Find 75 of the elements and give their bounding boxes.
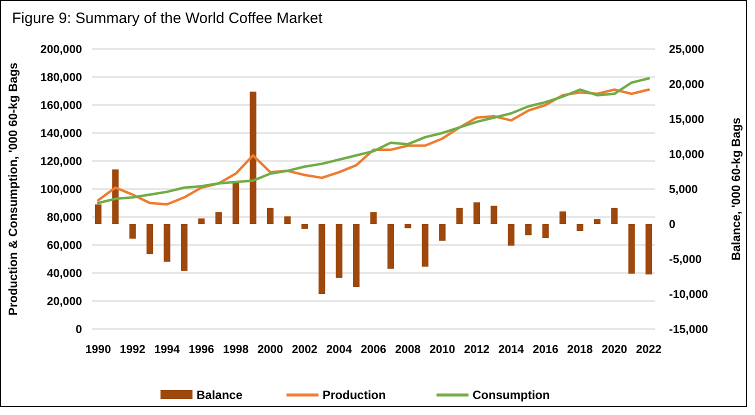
bar [266, 208, 274, 224]
bar [336, 224, 342, 278]
y-tick-label: 100,000 [40, 184, 82, 196]
bar [198, 218, 205, 224]
x-tick-label: 2018 [567, 344, 594, 356]
x-tick-label: 2008 [395, 344, 422, 356]
legend-label: Production [322, 388, 386, 402]
bar [525, 224, 532, 236]
legend-label: Consumption [472, 388, 550, 402]
y-tick-label: 40,000 [46, 268, 82, 280]
x-tick-label: 1992 [120, 344, 146, 356]
x-tick-label: 1994 [154, 344, 180, 356]
y2-tick-label: 15,000 [669, 114, 704, 126]
bar [284, 216, 291, 224]
y2-tick-label: 20,000 [669, 79, 704, 92]
bar [250, 92, 256, 224]
bar [490, 206, 498, 224]
x-tick-label: 2004 [326, 344, 352, 356]
x-tick-label: 2010 [430, 344, 456, 356]
bar [370, 212, 377, 224]
bar [301, 224, 308, 229]
y2-tick-label: -10,000 [669, 289, 708, 302]
x-tick-label: 2002 [292, 344, 318, 356]
bar [387, 224, 394, 269]
y-tick-label: 140,000 [40, 128, 82, 140]
bar [576, 224, 584, 231]
y-tick-label: 0 [76, 324, 82, 336]
y-tick-label: 160,000 [40, 100, 82, 112]
bar [560, 211, 566, 224]
x-tick-label: 2022 [636, 344, 662, 356]
bar [456, 208, 463, 224]
bar [404, 224, 412, 228]
y2-tick-label: 25,000 [669, 44, 704, 56]
x-tick-label: 2020 [602, 344, 628, 356]
chart-title: Figure 9: Summary of the World Coffee Market [12, 10, 324, 27]
y2-tick-label: -15,000 [669, 324, 708, 336]
bar [353, 224, 360, 287]
bar [594, 219, 600, 224]
bar [422, 224, 428, 267]
y2-tick-label: 5,000 [669, 184, 698, 196]
y-tick-label: 60,000 [46, 240, 82, 252]
y-tick-label: 200,000 [40, 44, 82, 56]
y-tick-label: 80,000 [46, 212, 82, 224]
legend-label: Balance [196, 388, 243, 402]
x-tick-label: 2016 [532, 344, 558, 356]
y2-tick-label: 10,000 [669, 149, 704, 162]
x-tick-label: 1990 [85, 344, 111, 356]
x-tick-label: 1998 [223, 344, 250, 356]
y2-tick-label: 0 [669, 219, 676, 232]
bar [318, 224, 326, 294]
bar [232, 182, 240, 224]
bar [542, 224, 549, 238]
y-axis-title: Production & Consumption, '000 60-kg Bags [6, 62, 20, 316]
bar [94, 204, 102, 224]
x-tick-label: 2012 [464, 344, 490, 356]
y2-tick-label: -5,000 [669, 254, 702, 266]
x-tick-label: 1996 [188, 344, 214, 356]
bar [508, 224, 514, 246]
bar [129, 224, 136, 239]
y-tick-label: 180,000 [40, 72, 82, 84]
bar [146, 224, 154, 254]
bar [473, 202, 480, 224]
bar [611, 208, 618, 224]
bar [180, 224, 188, 271]
bar [164, 224, 170, 262]
bar [215, 212, 222, 224]
x-tick-label: 2014 [498, 344, 525, 356]
x-tick-label: 2000 [257, 344, 284, 356]
bar [628, 224, 635, 274]
y-tick-label: 120,000 [40, 156, 82, 168]
x-tick-label: 2006 [360, 344, 386, 356]
y-tick-label: 20,000 [46, 296, 82, 308]
bar [646, 224, 652, 274]
bar [439, 224, 446, 241]
y2-axis-title: Balance, '000 60-kg Bags [729, 117, 743, 260]
